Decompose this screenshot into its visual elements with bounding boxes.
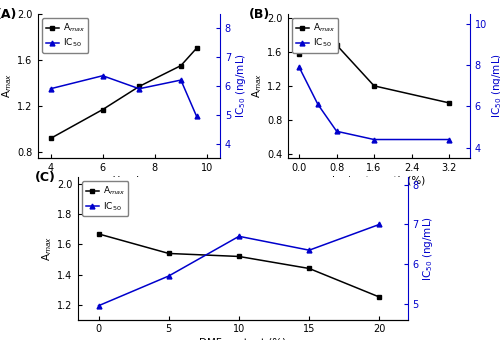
Legend: A$_{max}$, IC$_{50}$: A$_{max}$, IC$_{50}$	[82, 181, 128, 216]
Y-axis label: IC$_{50}$ (ng/mL): IC$_{50}$ (ng/mL)	[490, 53, 500, 118]
A$_{max}$	[48, 136, 54, 140]
Text: (C): (C)	[34, 171, 56, 184]
Line: A$_{max}$: A$_{max}$	[48, 46, 199, 141]
IC$_{50}$	[96, 304, 102, 308]
IC$_{50}$	[136, 87, 142, 91]
X-axis label: pH value: pH value	[106, 176, 152, 186]
X-axis label: DMF content (%): DMF content (%)	[199, 337, 286, 340]
Y-axis label: A$_{max}$: A$_{max}$	[0, 73, 14, 98]
A$_{max}$	[376, 295, 382, 299]
A$_{max}$	[315, 48, 321, 52]
IC$_{50}$	[376, 222, 382, 226]
IC$_{50}$	[166, 274, 172, 278]
IC$_{50}$	[236, 234, 242, 238]
A$_{max}$	[136, 84, 142, 88]
Line: A$_{max}$: A$_{max}$	[297, 42, 452, 105]
A$_{max}$	[306, 267, 312, 271]
Line: IC$_{50}$: IC$_{50}$	[297, 65, 452, 142]
Line: A$_{max}$: A$_{max}$	[96, 232, 382, 300]
A$_{max}$	[334, 43, 340, 47]
A$_{max}$	[166, 251, 172, 255]
IC$_{50}$	[100, 74, 105, 78]
IC$_{50}$	[371, 137, 377, 141]
Legend: A$_{max}$, IC$_{50}$: A$_{max}$, IC$_{50}$	[42, 18, 88, 53]
IC$_{50}$	[178, 78, 184, 82]
A$_{max}$	[446, 101, 452, 105]
Line: IC$_{50}$: IC$_{50}$	[48, 73, 199, 119]
A$_{max}$	[236, 254, 242, 258]
IC$_{50}$	[334, 129, 340, 133]
Text: (B): (B)	[249, 8, 270, 21]
Y-axis label: A$_{max}$: A$_{max}$	[40, 236, 54, 261]
Legend: A$_{max}$, IC$_{50}$: A$_{max}$, IC$_{50}$	[292, 18, 339, 53]
IC$_{50}$	[306, 248, 312, 252]
IC$_{50}$	[446, 137, 452, 141]
A$_{max}$	[194, 46, 200, 50]
Line: IC$_{50}$: IC$_{50}$	[96, 222, 382, 308]
Y-axis label: A$_{max}$: A$_{max}$	[250, 73, 264, 98]
A$_{max}$	[96, 232, 102, 236]
Y-axis label: IC$_{50}$ (ng/mL): IC$_{50}$ (ng/mL)	[422, 216, 436, 281]
IC$_{50}$	[48, 87, 54, 91]
A$_{max}$	[371, 84, 377, 88]
Y-axis label: IC$_{50}$ (ng/mL): IC$_{50}$ (ng/mL)	[234, 53, 248, 118]
A$_{max}$	[100, 107, 105, 112]
IC$_{50}$	[194, 114, 200, 118]
Text: (A): (A)	[0, 8, 17, 21]
A$_{max}$	[178, 64, 184, 68]
X-axis label: Ionic strength (%): Ionic strength (%)	[332, 176, 426, 186]
A$_{max}$	[296, 51, 302, 55]
IC$_{50}$	[315, 102, 321, 106]
IC$_{50}$	[296, 65, 302, 69]
